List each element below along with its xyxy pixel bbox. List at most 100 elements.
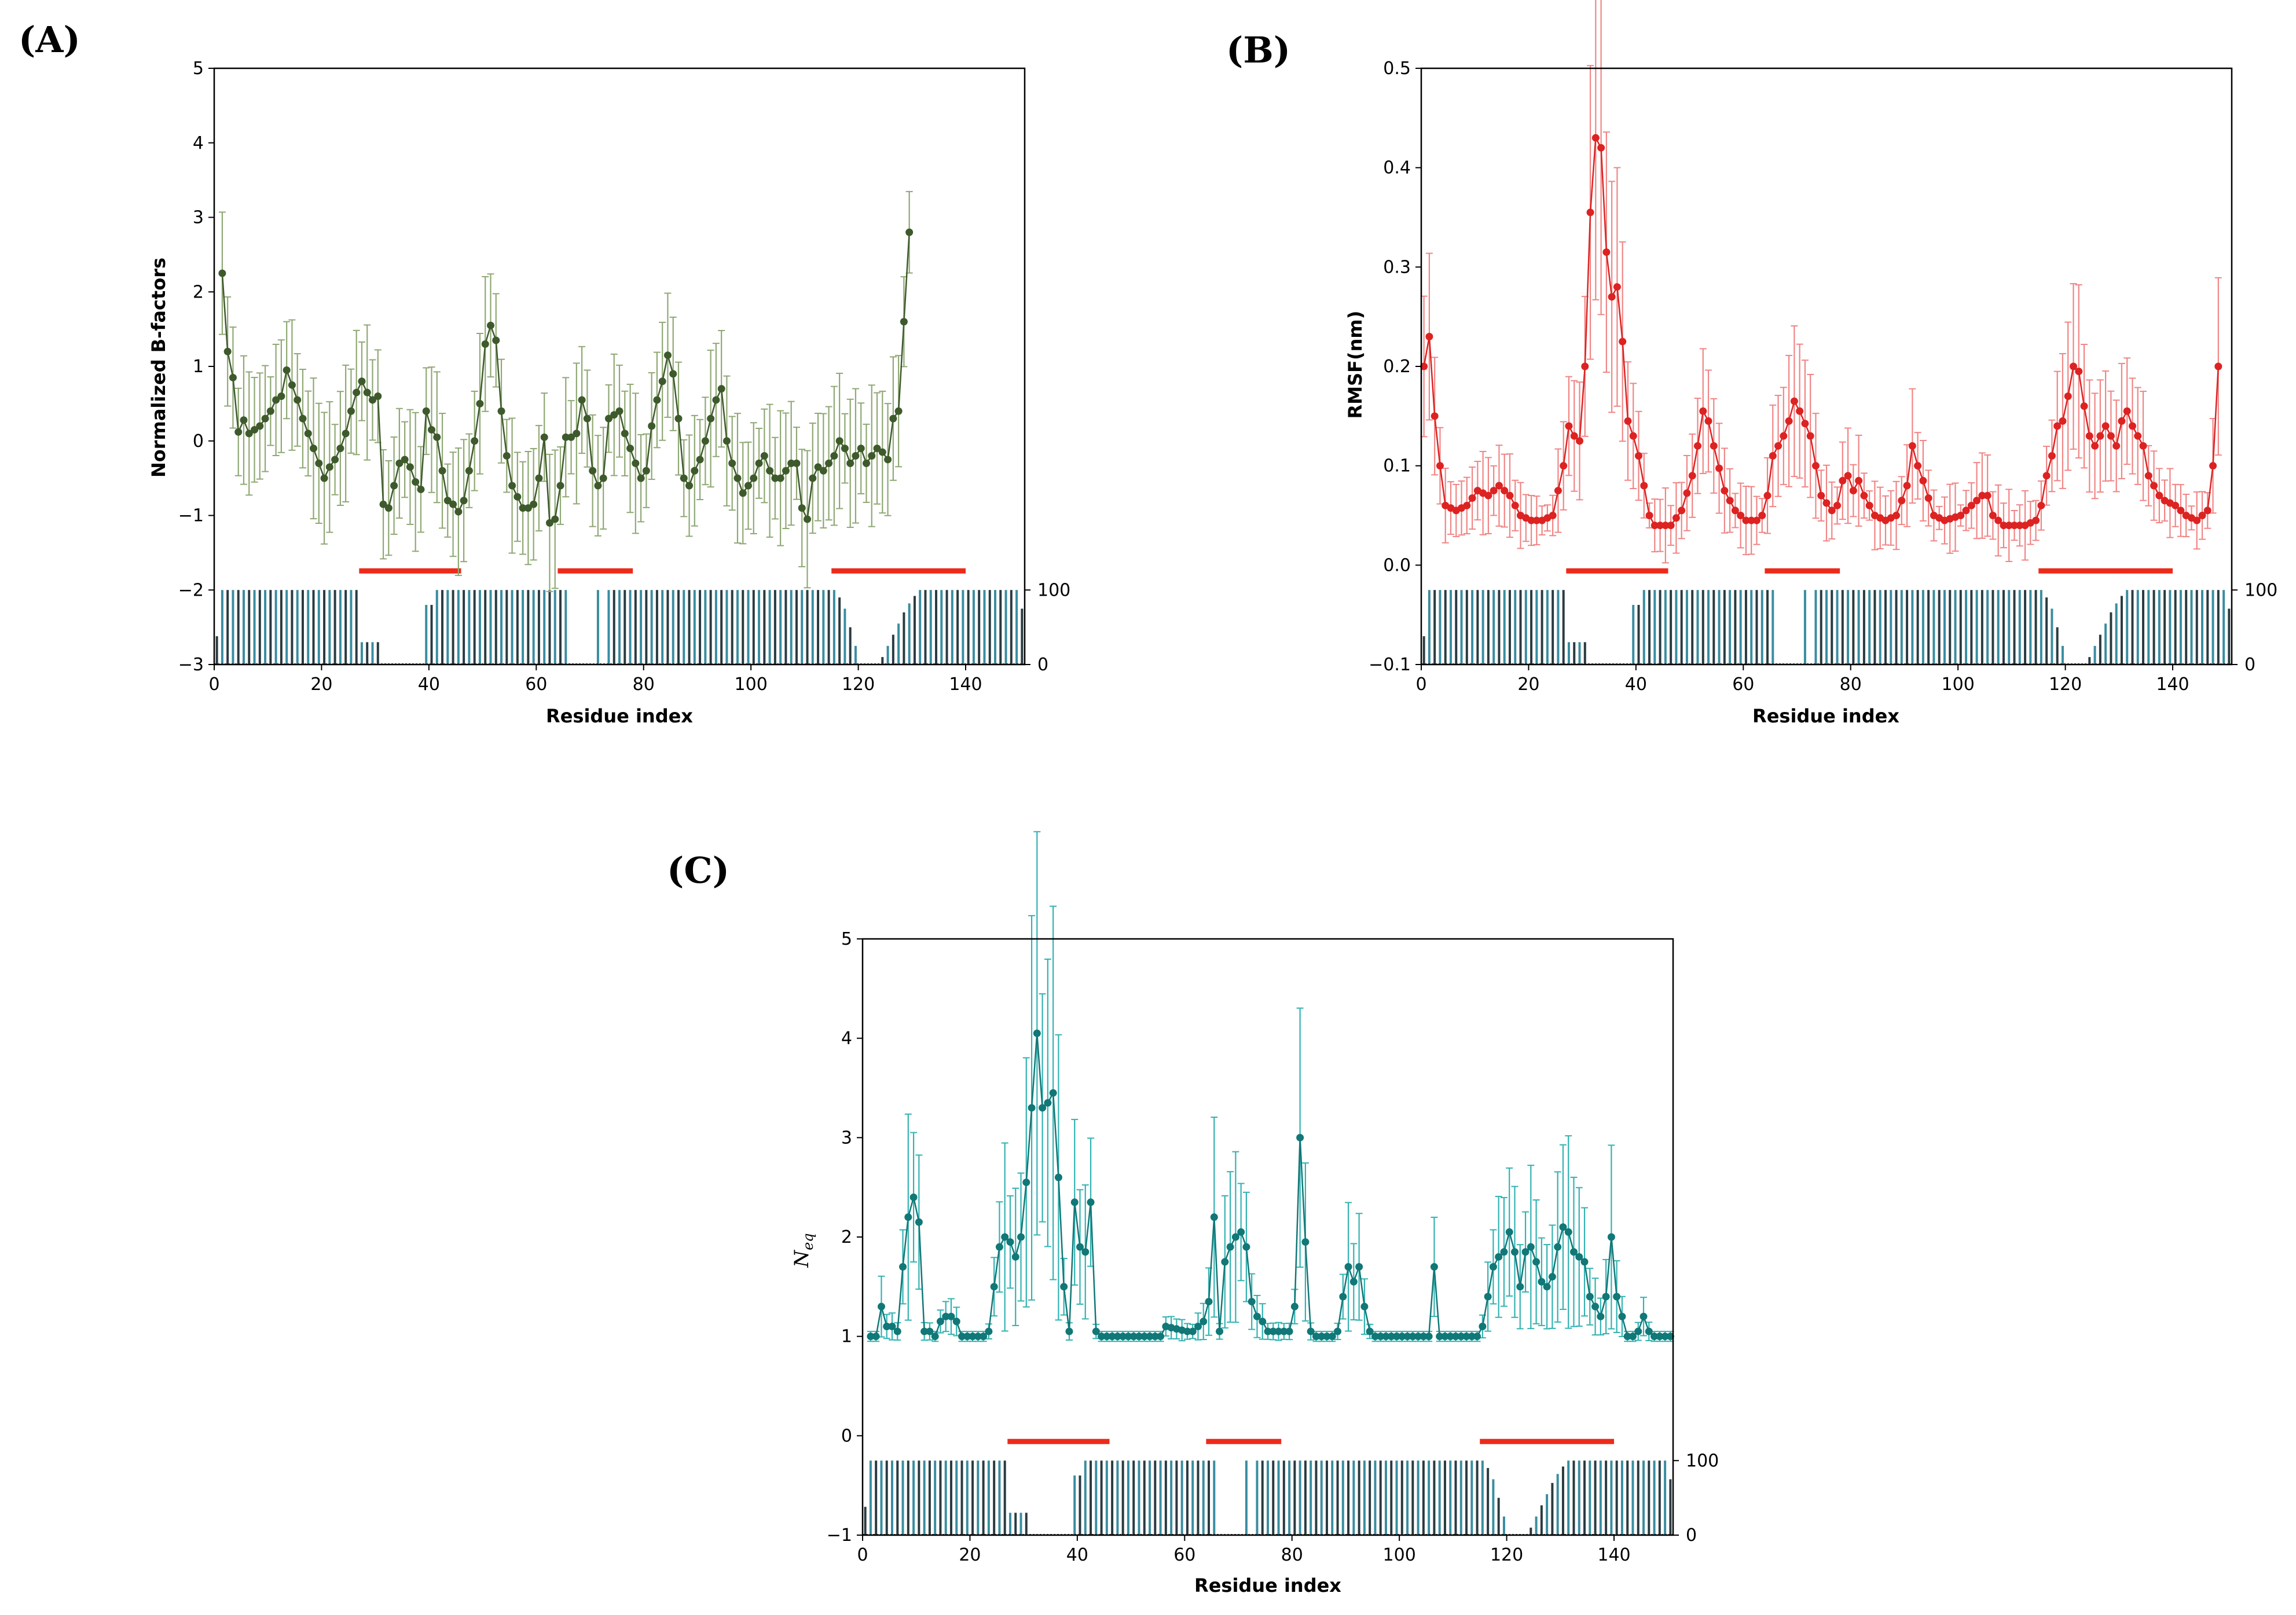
- data-point: [905, 228, 914, 236]
- data-point: [1371, 1333, 1379, 1341]
- data-point: [2091, 442, 2099, 450]
- data-point: [438, 467, 446, 475]
- data-point: [1285, 1327, 1293, 1335]
- data-point: [1737, 512, 1745, 519]
- data-point: [1280, 1327, 1288, 1335]
- data-point: [256, 422, 264, 430]
- markers-b: [1420, 134, 2222, 530]
- data-point: [294, 396, 302, 404]
- panel-label-b: (B): [1226, 29, 1290, 71]
- data-point: [1570, 432, 1578, 440]
- data-point: [358, 377, 366, 386]
- data-point: [1538, 1278, 1546, 1286]
- y-tick-label: −1: [827, 1525, 852, 1546]
- data-point: [1425, 1333, 1433, 1341]
- data-point: [814, 463, 822, 471]
- data-point: [514, 493, 522, 501]
- data-point: [653, 396, 661, 404]
- data-point: [1269, 1327, 1277, 1335]
- data-point: [2080, 402, 2088, 410]
- data-point: [894, 407, 903, 415]
- data-point: [240, 416, 248, 424]
- data-point: [846, 459, 854, 467]
- plot-frame-c: [861, 938, 1674, 1536]
- data-point: [2064, 392, 2072, 400]
- data-point: [460, 497, 468, 505]
- x-tick-label: 120: [1490, 1545, 1523, 1565]
- data-point: [1296, 1133, 1304, 1141]
- data-point: [1586, 208, 1594, 216]
- data-point: [331, 456, 339, 464]
- data-point: [573, 430, 581, 438]
- error-bars-a: [218, 190, 913, 592]
- y-tick-label: 0.1: [1383, 456, 1411, 476]
- data-point: [2037, 501, 2045, 509]
- data-point: [787, 459, 795, 467]
- data-point: [648, 422, 656, 430]
- data-point: [530, 500, 538, 508]
- data-point: [804, 515, 812, 523]
- panel-c: (C) Neq Residue index 0 20 40 60 80 100 120 140…: [667, 831, 1719, 1596]
- data-point: [1409, 1333, 1417, 1341]
- data-point: [1301, 1238, 1310, 1246]
- x-tick-label: 60: [525, 674, 547, 695]
- data-point: [931, 1333, 939, 1341]
- data-point: [1860, 491, 1868, 500]
- data-point: [1624, 417, 1632, 425]
- x-tick-label: 0: [1415, 674, 1426, 695]
- data-point: [893, 1327, 901, 1335]
- data-point: [508, 482, 516, 490]
- y-tick-label: 0.5: [1383, 58, 1411, 79]
- data-point: [909, 1193, 918, 1201]
- data-point: [739, 489, 747, 497]
- data-point: [1216, 1327, 1224, 1335]
- data-point: [395, 459, 404, 467]
- data-point: [1849, 487, 1857, 495]
- y-axis-label-c-main: N: [790, 1250, 813, 1268]
- data-point: [1151, 1333, 1159, 1341]
- data-point: [1226, 1243, 1234, 1251]
- data-point: [637, 474, 645, 482]
- data-point: [272, 396, 280, 404]
- y-tick-label: 4: [841, 1029, 852, 1049]
- data-point: [1576, 437, 1584, 445]
- data-point: [936, 1317, 944, 1326]
- data-point: [663, 351, 672, 359]
- data-point: [2155, 491, 2163, 500]
- data-point: [1667, 522, 1675, 530]
- data-point: [1393, 1333, 1401, 1341]
- data-point: [1060, 1283, 1068, 1291]
- y-axis-label-c: Neq: [790, 1233, 816, 1268]
- data-point: [1505, 1228, 1513, 1236]
- data-point: [2209, 462, 2217, 470]
- data-point: [1501, 487, 1509, 495]
- y-tick-label: 5: [193, 58, 204, 79]
- data-point: [626, 445, 634, 453]
- series-line-c: [870, 1033, 1671, 1338]
- data-point: [492, 336, 500, 344]
- x-tick-label: 80: [633, 674, 655, 695]
- data-point: [583, 414, 591, 423]
- data-point: [1903, 482, 1911, 490]
- data-point: [1349, 1278, 1358, 1286]
- data-point: [1608, 293, 1616, 301]
- data-point: [1468, 494, 1476, 502]
- data-point: [615, 407, 623, 415]
- data-point: [728, 459, 736, 467]
- y-tick-label: 2: [841, 1227, 852, 1247]
- data-point: [2107, 432, 2115, 440]
- data-point: [744, 482, 753, 490]
- data-point: [1790, 397, 1798, 405]
- data-point: [1452, 1333, 1460, 1341]
- y-tick-label: 0: [193, 431, 204, 452]
- data-point: [947, 1312, 955, 1320]
- data-point: [1656, 1333, 1664, 1341]
- data-point: [2134, 432, 2142, 440]
- data-point: [1259, 1317, 1267, 1326]
- data-point: [1366, 1327, 1374, 1335]
- data-point: [1629, 432, 1637, 440]
- data-point: [471, 437, 479, 445]
- data-point: [658, 377, 666, 386]
- data-point: [1092, 1327, 1100, 1335]
- data-point: [899, 1263, 907, 1271]
